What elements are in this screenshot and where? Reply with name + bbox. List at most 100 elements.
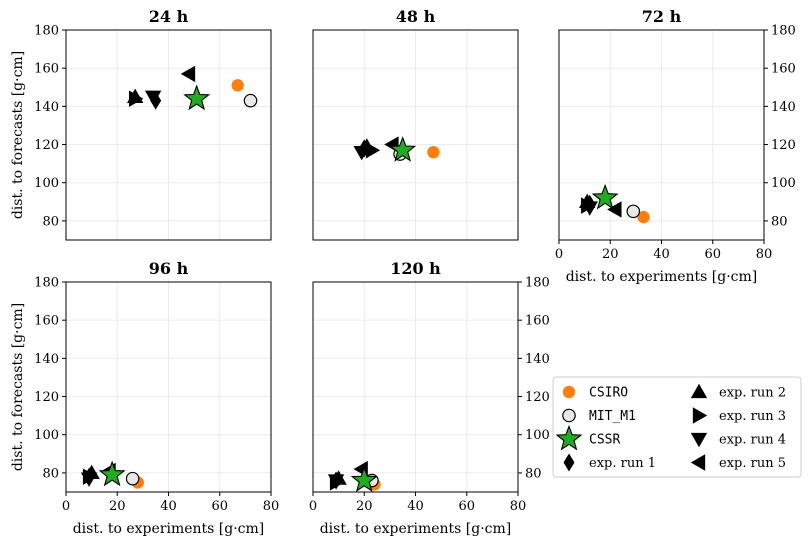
legend-marker-exp-run-4 [690, 432, 708, 448]
legend-item-exp-run-4: exp. run 4 [690, 432, 786, 448]
axes-frame [65, 29, 272, 241]
y-tick-label: 100 [34, 428, 59, 443]
x-tick-label: 20 [109, 499, 126, 514]
point-csiro [427, 145, 440, 159]
legend-marker-exp-run-2 [690, 383, 708, 399]
x-axis-label: dist. to experiments [g·cm] [566, 269, 758, 285]
axes-frame [312, 29, 519, 241]
point-cssr [183, 84, 211, 111]
x-tick-label: 80 [510, 499, 527, 514]
point-cssr [350, 466, 378, 493]
panel-96-h: 96 h 0 20 40 60 80 dist. to experiments [g·cm]… [10, 259, 279, 537]
point-csiro [637, 210, 650, 224]
y-tick-label: 100 [771, 176, 796, 191]
legend-marker-cssr [555, 424, 583, 451]
panel-title: 48 h [396, 7, 436, 26]
x-tick-label: 0 [309, 499, 317, 514]
point-cssr [98, 460, 126, 487]
legend-label: exp. run 4 [719, 433, 786, 448]
y-tick-label: 140 [34, 352, 59, 367]
panel-title: 72 h [642, 7, 682, 26]
x-tick-label: 60 [704, 247, 721, 262]
legend-marker-exp-run-1 [563, 453, 575, 472]
x-tick-label: 40 [653, 247, 670, 262]
y-tick-label: 180 [34, 276, 59, 291]
panel-title: 120 h [390, 259, 441, 278]
point-mit-m1 [243, 93, 258, 108]
y-tick-label: 120 [34, 138, 59, 153]
x-tick-label: 60 [458, 499, 475, 514]
point-exp-run-3 [129, 90, 144, 107]
y-axis-label: dist. to forecasts [g·cm] [10, 51, 26, 219]
x-tick-label: 40 [160, 499, 177, 514]
y-tick-label: 180 [34, 24, 59, 39]
legend-marker-mit-m1 [562, 408, 576, 423]
panel-120-h: 120 h 0 20 40 60 80 dist. to experiments [g·cm… [309, 259, 550, 537]
panel-72-h: 72 h 0 20 40 60 80 dist. to experiments [g·cm]… [555, 7, 796, 285]
legend-item-cssr: CSSR [555, 424, 620, 451]
point-csiro [231, 79, 244, 92]
x-tick-label: 80 [263, 499, 280, 514]
legend-label: exp. run 2 [719, 386, 786, 401]
point-exp-run-5 [607, 201, 622, 218]
y-tick-label: 140 [34, 100, 59, 115]
panel-24-h: 24 h 80 100 120 140 160 180 dist. to forecasts … [10, 7, 272, 241]
point-exp-run-5 [180, 65, 196, 83]
legend-item-exp-run-1: exp. run 1 [563, 453, 656, 472]
y-tick-label: 160 [771, 62, 796, 77]
legend-item-exp-run-3: exp. run 3 [692, 407, 786, 424]
x-tick-label: 20 [356, 499, 373, 514]
y-tick-label: 100 [525, 428, 550, 443]
legend-item-exp-run-2: exp. run 2 [690, 383, 786, 401]
y-tick-label: 80 [42, 214, 59, 229]
y-tick-label: 80 [525, 466, 542, 481]
y-tick-label: 180 [771, 24, 796, 39]
y-tick-label: 120 [525, 390, 550, 405]
panel-title: 24 h [149, 7, 189, 26]
point-mit-m1 [626, 204, 641, 219]
point-exp-run-4 [581, 201, 598, 216]
x-tick-label: 40 [407, 499, 424, 514]
y-tick-label: 120 [34, 390, 59, 405]
y-tick-label: 80 [42, 466, 59, 481]
legend-item-exp-run-5: exp. run 5 [690, 454, 786, 471]
legend-label: exp. run 1 [589, 456, 656, 471]
y-tick-label: 160 [34, 314, 59, 329]
x-tick-label: 60 [211, 499, 228, 514]
y-tick-label: 140 [525, 352, 550, 367]
point-cssr [389, 136, 417, 162]
legend-label: MIT_M1 [589, 409, 636, 424]
y-tick-label: 100 [34, 176, 59, 191]
y-tick-label: 160 [525, 314, 550, 329]
point-exp-run-4 [80, 472, 98, 487]
x-tick-label: 0 [62, 499, 70, 514]
x-tick-label: 80 [756, 247, 773, 262]
point-exp-run-4 [144, 90, 162, 106]
y-tick-label: 140 [771, 100, 796, 115]
legend-item-csiro: CSIRO [562, 385, 628, 401]
legend: CSIRO MIT_M1 CSSR exp. run 1 exp. run 2 exp. … [552, 376, 802, 478]
y-tick-label: 160 [34, 62, 59, 77]
x-axis-label: dist. to experiments [g·cm] [320, 521, 512, 537]
legend-marker-exp-run-5 [690, 454, 706, 471]
legend-label: exp. run 5 [719, 456, 786, 471]
y-axis-label: dist. to forecasts [g·cm] [10, 303, 26, 471]
x-tick-label: 0 [555, 247, 563, 262]
legend-marker-exp-run-3 [692, 407, 708, 424]
legend-label: exp. run 3 [719, 409, 786, 424]
y-tick-label: 120 [771, 138, 796, 153]
x-tick-label: 20 [602, 247, 619, 262]
legend-label: CSSR [589, 433, 620, 448]
y-tick-label: 80 [771, 214, 788, 229]
point-mit-m1 [125, 471, 140, 486]
panel-title: 96 h [149, 259, 189, 278]
x-axis-label: dist. to experiments [g·cm] [73, 521, 265, 537]
point-exp-run-4 [327, 474, 345, 489]
point-exp-run-4 [353, 146, 370, 161]
y-tick-label: 180 [525, 276, 550, 291]
legend-item-mit-m1: MIT_M1 [562, 408, 636, 424]
legend-marker-csiro [562, 385, 576, 399]
legend-label: CSIRO [589, 386, 628, 401]
panel-48-h: 48 h [312, 7, 519, 241]
